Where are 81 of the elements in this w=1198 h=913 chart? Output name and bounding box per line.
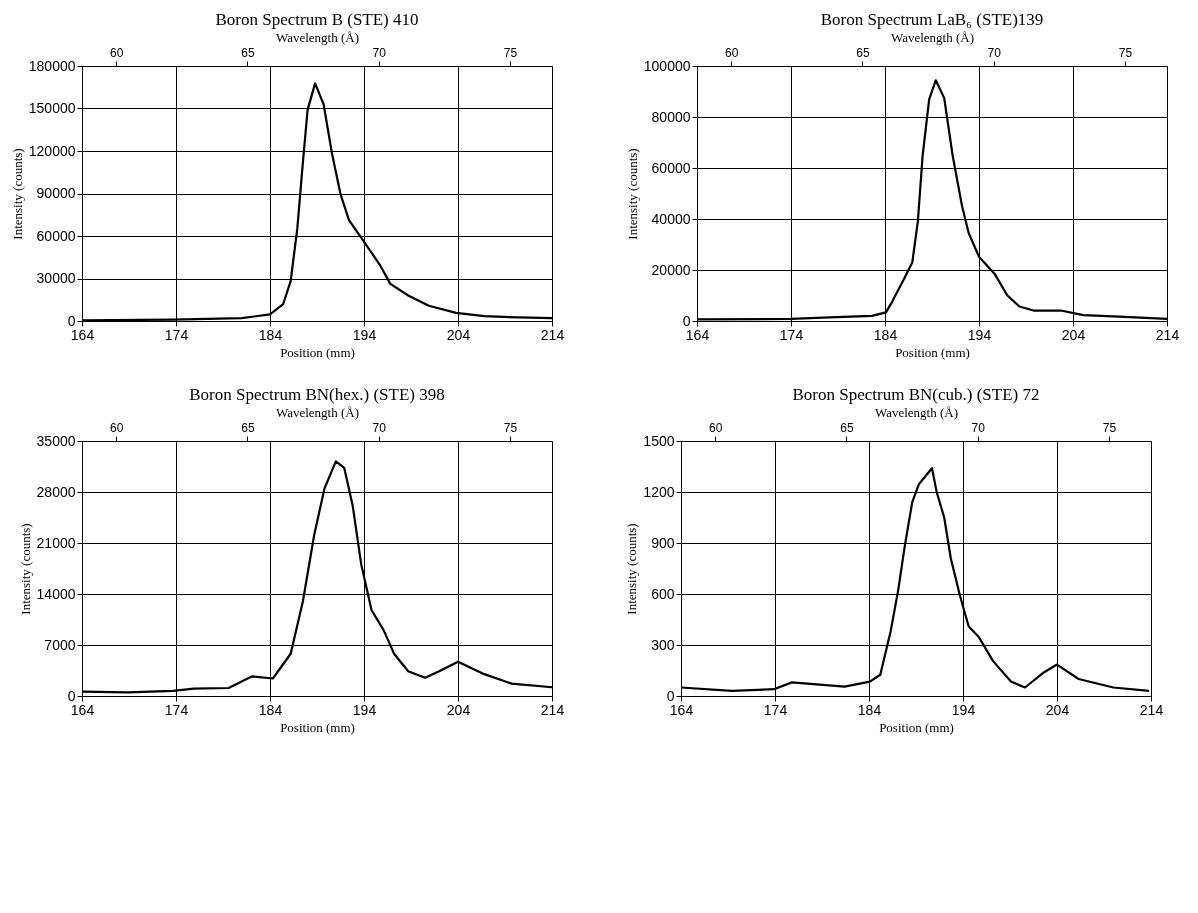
x-tick-label: 194 <box>951 701 976 718</box>
x2-tick-label: 75 <box>503 420 518 435</box>
x-tick-label: 174 <box>164 326 189 343</box>
x-tick-label: 194 <box>352 701 377 718</box>
y-tick-label: 21000 <box>36 534 76 551</box>
y-axis-title: Intensity (counts) <box>624 148 640 240</box>
x-tick-label: 204 <box>1045 701 1070 718</box>
y-tick-label: 20000 <box>651 261 691 278</box>
x2-tick-label: 65 <box>241 420 255 435</box>
x2-tick-label: 75 <box>503 45 518 60</box>
x-axis-title: Position (mm) <box>895 344 970 360</box>
x2-tick-label: 65 <box>856 45 870 60</box>
y-tick-label: 40000 <box>651 210 691 227</box>
x-tick-label: 204 <box>446 701 471 718</box>
y-tick-label: 28000 <box>36 483 76 500</box>
y-tick-label: 30000 <box>36 270 76 286</box>
x2-tick-label: 60 <box>109 420 124 435</box>
x2-axis-title: Wavelength (Å) <box>275 404 360 420</box>
x-tick-label: 174 <box>779 326 804 343</box>
y-tick-label: 35000 <box>36 432 76 449</box>
y-tick-label: 1500 <box>643 432 675 449</box>
y-tick-label: 180000 <box>28 57 76 74</box>
y-tick-label: 0 <box>67 687 76 704</box>
y-tick-label: 0 <box>67 312 76 329</box>
x-tick-label: 184 <box>873 326 898 343</box>
y-tick-label: 900 <box>651 534 675 551</box>
y-tick-label: 7000 <box>44 636 76 653</box>
y-tick-label: 90000 <box>36 185 76 201</box>
x2-tick-label: 70 <box>372 420 387 435</box>
y-tick-label: 600 <box>651 585 675 602</box>
x2-tick-label: 70 <box>372 45 387 60</box>
x-tick-label: 214 <box>1139 701 1164 718</box>
x-tick-label: 214 <box>1155 326 1180 343</box>
y-tick-label: 150000 <box>28 100 76 116</box>
x-tick-label: 164 <box>669 701 694 718</box>
x-tick-label: 194 <box>967 326 992 343</box>
x-axis-title: Position (mm) <box>280 344 355 360</box>
y-axis-title: Intensity (counts) <box>17 523 33 615</box>
x-tick-label: 204 <box>446 326 471 343</box>
y-tick-label: 0 <box>666 687 675 704</box>
y-tick-label: 60000 <box>651 159 691 176</box>
x2-tick-label: 70 <box>987 45 1002 60</box>
x-tick-label: 194 <box>352 326 377 343</box>
y-tick-label: 80000 <box>651 108 691 125</box>
y-axis-title: Intensity (counts) <box>624 523 640 615</box>
x-tick-label: 164 <box>70 701 95 718</box>
x2-tick-label: 60 <box>708 420 723 435</box>
x-tick-label: 204 <box>1061 326 1086 343</box>
x-tick-label: 164 <box>685 326 710 343</box>
x2-axis-title: Wavelength (Å) <box>275 29 360 45</box>
chart-title: Boron Spectrum B (STE) 410 <box>215 10 419 29</box>
y-axis-title: Intensity (counts) <box>9 148 25 240</box>
x2-tick-label: 75 <box>1102 420 1117 435</box>
y-tick-label: 0 <box>682 312 691 329</box>
x2-tick-label: 65 <box>840 420 854 435</box>
x2-tick-label: 75 <box>1118 45 1133 60</box>
x2-tick-label: 70 <box>971 420 986 435</box>
x-tick-label: 184 <box>258 701 283 718</box>
chart-title: Boron Spectrum BN(cub.) (STE) 72 <box>792 385 1040 404</box>
y-tick-label: 1200 <box>643 483 675 500</box>
chart-title: Boron Spectrum LaB₆ (STE)139 <box>820 10 1044 29</box>
x-tick-label: 214 <box>540 326 565 343</box>
x-tick-label: 184 <box>857 701 882 718</box>
x-tick-label: 174 <box>164 701 189 718</box>
chart-title: Boron Spectrum BN(hex.) (STE) 398 <box>189 385 445 404</box>
x2-axis-title: Wavelength (Å) <box>874 404 959 420</box>
x2-axis-title: Wavelength (Å) <box>890 29 975 45</box>
x2-tick-label: 65 <box>241 45 255 60</box>
x-tick-label: 214 <box>540 701 565 718</box>
x-axis-title: Position (mm) <box>879 719 954 735</box>
x-axis-title: Position (mm) <box>280 719 355 735</box>
x2-tick-label: 60 <box>109 45 124 60</box>
x-tick-label: 184 <box>258 326 283 343</box>
y-tick-label: 60000 <box>36 227 76 244</box>
x2-tick-label: 60 <box>724 45 739 60</box>
y-tick-label: 300 <box>651 636 675 653</box>
y-tick-label: 14000 <box>36 585 76 602</box>
x-tick-label: 174 <box>763 701 788 718</box>
y-tick-label: 100000 <box>643 57 691 74</box>
x-tick-label: 164 <box>70 326 95 343</box>
y-tick-label: 120000 <box>28 142 76 159</box>
